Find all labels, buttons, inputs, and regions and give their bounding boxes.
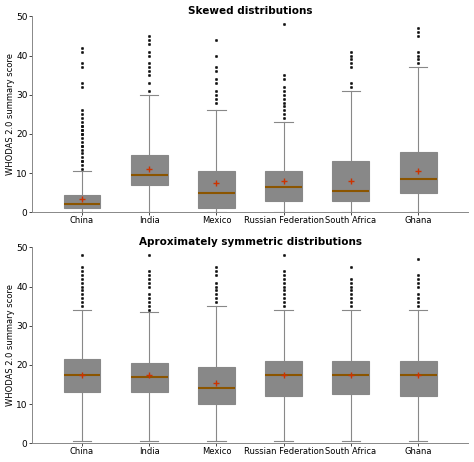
PathPatch shape	[64, 359, 100, 392]
Title: Aproximately symmetric distributions: Aproximately symmetric distributions	[138, 237, 362, 247]
PathPatch shape	[198, 367, 235, 404]
Y-axis label: WHODAS 2.0 summary score: WHODAS 2.0 summary score	[6, 53, 15, 175]
PathPatch shape	[64, 195, 100, 208]
Y-axis label: WHODAS 2.0 summary score: WHODAS 2.0 summary score	[6, 284, 15, 406]
PathPatch shape	[198, 171, 235, 208]
PathPatch shape	[265, 171, 302, 201]
PathPatch shape	[332, 161, 369, 201]
PathPatch shape	[131, 363, 168, 392]
PathPatch shape	[265, 361, 302, 396]
Title: Skewed distributions: Skewed distributions	[188, 6, 312, 16]
PathPatch shape	[400, 152, 437, 193]
PathPatch shape	[131, 155, 168, 185]
PathPatch shape	[332, 361, 369, 394]
PathPatch shape	[400, 361, 437, 396]
